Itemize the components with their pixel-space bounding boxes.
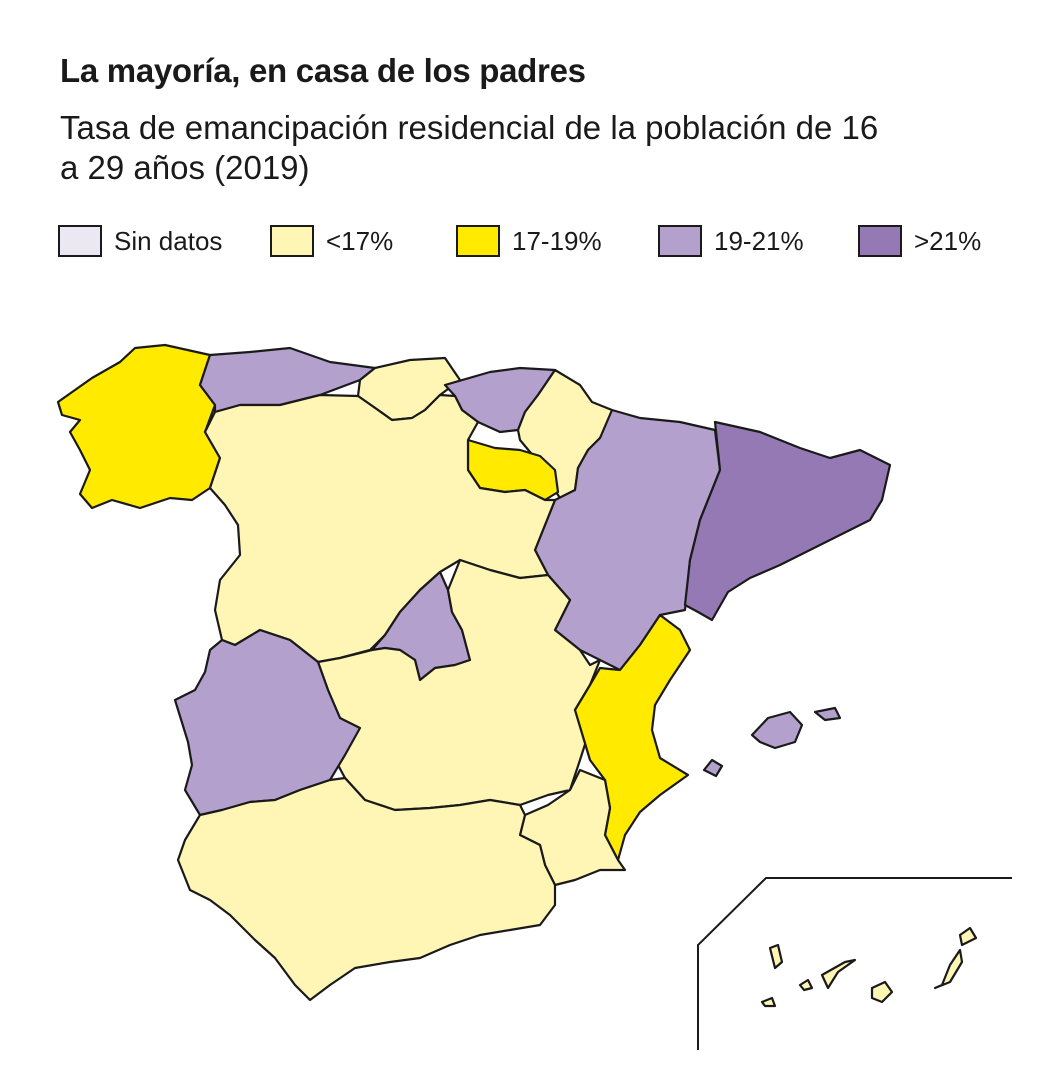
legend-label: 19-21% [714,225,804,256]
region-galicia [56,343,222,510]
region-comunitat-valenciana [573,613,692,862]
region-illes-balears-menorca [813,706,842,722]
legend-swatch [658,225,702,257]
legend-swatch [270,225,314,257]
canarias-inset-frame [697,877,1012,1050]
legend-item-19-21: 19-21% [658,222,804,260]
legend-label: 17-19% [512,225,602,256]
region-canarias-lanzarote [958,926,978,947]
region-canarias-tenerife [820,958,857,990]
region-canarias-el-hierro [760,996,777,1008]
legend-label: >21% [914,225,982,256]
legend-item-17-19: 17-19% [456,222,602,260]
legend-item-sin-datos: Sin datos [58,222,222,260]
region-illes-balears-ibiza [702,758,724,778]
region-canarias-fuerteventura [933,948,964,990]
region-canarias-la-palma [768,943,784,970]
region-andalucia [176,776,557,1002]
legend-label: <17% [326,225,394,256]
legend-swatch [58,225,102,257]
region-cataluna [683,420,892,622]
legend-swatch [858,225,902,257]
legend-item-lt17: <17% [270,222,393,260]
map-title: La mayoría, en casa de los padres [60,52,586,89]
region-canarias-la-gomera [798,978,814,992]
map-subtitle: Tasa de emancipación residencial de la p… [60,109,879,186]
legend-label: Sin datos [114,225,223,256]
legend-swatch [456,225,500,257]
legend-item-gt21: >21% [858,222,981,260]
region-illes-balears [750,710,804,750]
region-canarias-gran-canaria [870,980,894,1004]
